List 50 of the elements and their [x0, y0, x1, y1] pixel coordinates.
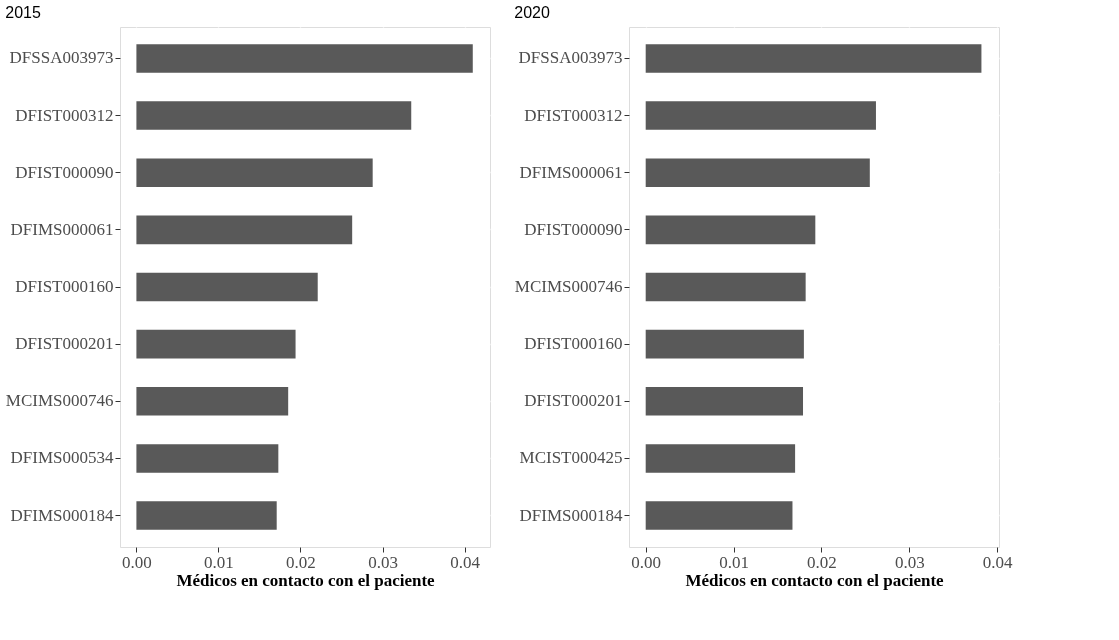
bar	[136, 101, 412, 130]
x-axis-title: Médicos en contacto con el paciente	[176, 570, 436, 590]
bar	[645, 44, 982, 73]
x-tick-label: 0.01	[204, 552, 234, 572]
y-tick-label: DFIST000201	[524, 391, 623, 411]
bar	[136, 329, 296, 359]
y-tick-label: DFIST000090	[524, 219, 623, 239]
bar	[136, 387, 289, 416]
x-tick-label: 0.01	[719, 552, 749, 572]
y-tick-label: DFIMS000184	[10, 505, 114, 525]
bar	[136, 215, 353, 245]
bar	[136, 44, 473, 73]
y-tick-label: MCIMS000746	[514, 277, 623, 296]
y-tick-label: DFIMS000534	[10, 448, 114, 468]
y-tick-label: MCIST000425	[519, 448, 623, 468]
x-tick-label: 0.02	[286, 552, 316, 572]
y-tick-label: DFIST000312	[15, 105, 114, 125]
chart-title: 2020	[514, 4, 551, 21]
x-tick-label: 0.02	[807, 552, 837, 572]
x-axis-title: Médicos en contacto con el paciente	[685, 570, 945, 590]
bar	[136, 272, 318, 302]
bar	[645, 329, 804, 359]
y-tick-label: DFIST000160	[15, 277, 114, 296]
x-tick-label: 0.00	[122, 552, 152, 572]
x-tick-label: 0.03	[894, 552, 925, 572]
y-tick-label: MCIMS000746	[5, 391, 114, 411]
x-tick-label: 0.04	[450, 552, 481, 572]
y-tick-label: DFIST000312	[524, 105, 623, 125]
bar	[645, 101, 876, 130]
bar	[645, 387, 804, 416]
y-tick-label: DFSSA003973	[9, 48, 114, 68]
x-tick-label: 0.03	[368, 552, 398, 572]
x-tick-label: 0.00	[631, 552, 662, 572]
y-tick-label: DFIST000090	[15, 162, 114, 182]
y-tick-label: DFIST000201	[15, 334, 114, 354]
bar	[136, 444, 279, 473]
bar	[136, 501, 277, 530]
bar	[645, 501, 793, 530]
x-tick-label: 0.04	[982, 552, 1014, 572]
y-tick-label: DFIMS000061	[10, 219, 114, 239]
bar	[645, 272, 806, 302]
y-tick-label: DFIMS000184	[519, 505, 623, 525]
bar	[645, 444, 796, 473]
bar	[645, 215, 816, 245]
y-tick-label: DFSSA003973	[518, 48, 623, 68]
y-tick-label: DFIMS000061	[519, 162, 623, 182]
chart-title: 2015	[5, 4, 42, 21]
bar	[645, 158, 870, 187]
y-tick-label: DFIST000160	[524, 334, 623, 354]
bar	[136, 158, 373, 187]
